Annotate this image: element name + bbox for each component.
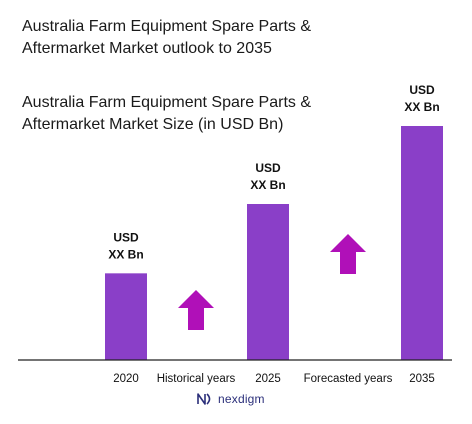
up-arrow-icon-2 [330, 234, 366, 274]
up-arrow-icon-1 [178, 290, 214, 330]
bar-2025 [247, 204, 289, 360]
brand-logo: nexdigm [196, 392, 265, 406]
period-label-2: Forecasted years [304, 373, 393, 385]
x-tick-2035: 2035 [409, 373, 435, 385]
nexdigm-logo-icon [197, 393, 211, 405]
chart-subtitle: Australia Farm Equipment Spare Parts & A… [22, 94, 312, 133]
period-label-1: Historical years [157, 373, 236, 385]
bar-2035 [401, 126, 443, 360]
x-tick-2020: 2020 [113, 373, 139, 385]
data-label-2035-line-1: USD [409, 83, 435, 97]
brand-name: nexdigm [218, 392, 265, 406]
data-label-2025-line-2: XX Bn [250, 178, 285, 192]
chart-title: Australia Farm Equipment Spare Parts & A… [22, 18, 312, 57]
data-label-2020-line-1: USD [113, 230, 139, 244]
data-label-2035-line-2: XX Bn [404, 100, 439, 114]
bar-2020 [105, 273, 147, 360]
data-label-2025-line-1: USD [255, 161, 281, 175]
data-label-2020-line-2: XX Bn [108, 247, 143, 261]
x-tick-2025: 2025 [255, 373, 281, 385]
